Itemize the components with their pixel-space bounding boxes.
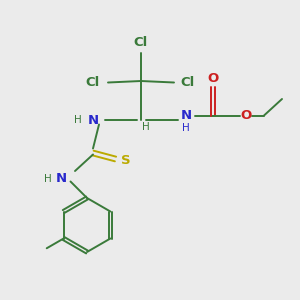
- Text: H: H: [142, 122, 149, 132]
- Text: N: N: [87, 113, 99, 127]
- Text: O: O: [207, 71, 219, 85]
- Text: H: H: [182, 123, 190, 134]
- Text: N: N: [56, 172, 67, 185]
- Text: O: O: [240, 109, 252, 122]
- Text: Cl: Cl: [134, 35, 148, 49]
- Text: N: N: [180, 109, 192, 122]
- Text: Cl: Cl: [86, 76, 100, 89]
- Text: H: H: [44, 173, 52, 184]
- Text: S: S: [121, 154, 131, 167]
- Text: H: H: [74, 115, 82, 125]
- Text: Cl: Cl: [180, 76, 195, 89]
